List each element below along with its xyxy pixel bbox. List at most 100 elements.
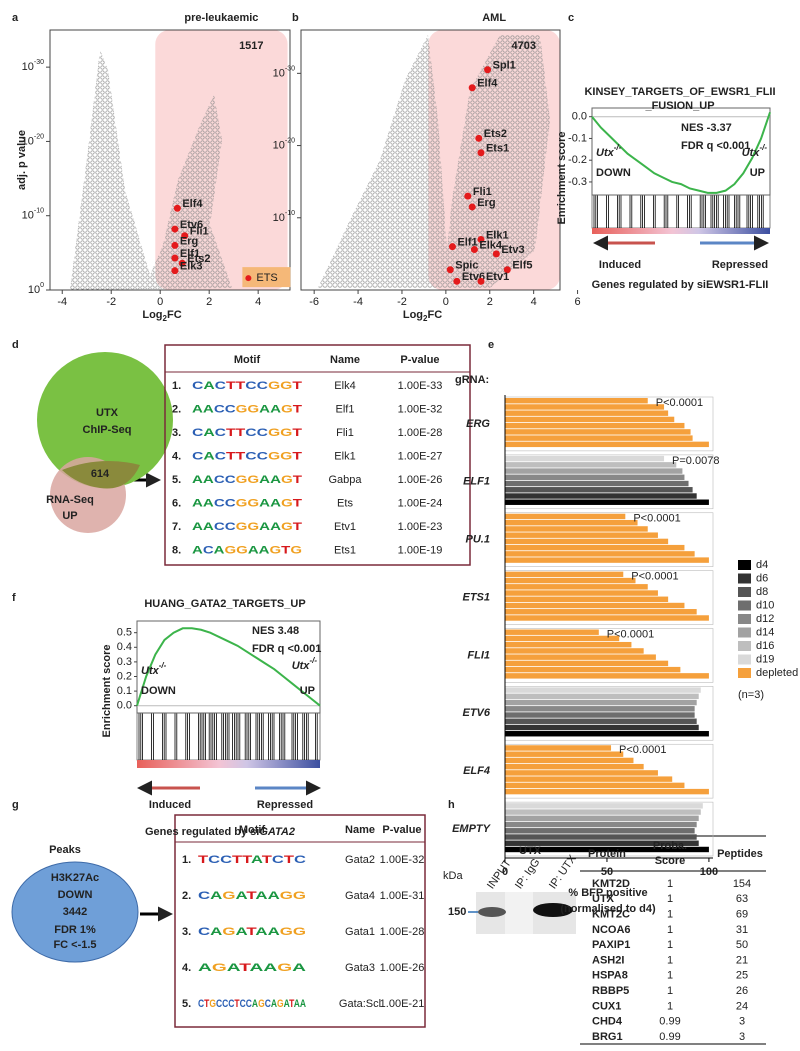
genotype-label-part: -/- <box>759 143 767 152</box>
x-axis-label-part: 2 <box>423 314 428 323</box>
p-value: 1.00E-28 <box>398 427 443 439</box>
plot-title: HUANG_GATA2_TARGETS_UP <box>144 598 305 610</box>
score: 1 <box>667 939 673 951</box>
bar <box>505 731 709 737</box>
point <box>477 235 485 243</box>
bar <box>505 782 685 789</box>
bar <box>505 577 636 584</box>
protein-name: RBBP5 <box>592 985 629 997</box>
x-tick-label: 2 <box>487 296 493 308</box>
p-value: 1.00E-27 <box>398 450 443 462</box>
bar <box>505 609 697 615</box>
enrichment-curve <box>136 627 321 707</box>
bar <box>505 654 656 660</box>
table-header: Peptides <box>717 848 763 860</box>
bar <box>505 544 685 551</box>
motif-name: Gata1 <box>345 926 375 938</box>
row-number: 6. <box>172 497 181 509</box>
bar <box>505 441 709 448</box>
bar <box>505 557 709 563</box>
peptides: 26 <box>736 985 748 997</box>
y-tick-label: 0.3 <box>117 656 132 668</box>
table-header: Protein <box>588 848 626 860</box>
point <box>171 267 179 275</box>
x-axis-label: % BFP positive <box>568 887 647 899</box>
p-value: 1.00E-33 <box>398 380 443 392</box>
bar <box>505 422 685 429</box>
table-header: P-value <box>400 354 439 366</box>
bar <box>505 745 612 751</box>
x-axis-label: (normalised to d4) <box>560 903 656 915</box>
genotype-label-part: -/- <box>309 656 317 665</box>
legend-label: d19 <box>756 653 774 665</box>
legend-label: depleted <box>756 667 798 679</box>
protein-name: CHD4 <box>592 1016 623 1028</box>
y-tick-label: 10-20 <box>22 133 44 147</box>
bar <box>505 788 709 795</box>
point <box>503 266 511 274</box>
y-axis-label: adj. p value <box>16 130 28 190</box>
plot-title: AML <box>482 12 506 24</box>
bar <box>505 474 685 481</box>
motif-name: Gata:Scl <box>339 998 381 1010</box>
bar <box>505 635 620 642</box>
bar <box>505 513 626 520</box>
category-label: ELF4 <box>463 765 490 777</box>
protein-name: ASH2I <box>592 954 624 966</box>
bar <box>505 641 632 648</box>
n-note: (n=3) <box>738 689 764 701</box>
x-tick-label: 50 <box>601 866 613 878</box>
row-number: 8. <box>172 544 181 556</box>
x-axis-label: Log2FC <box>142 309 181 323</box>
bar <box>505 712 695 718</box>
motif-name: Gata2 <box>345 854 375 866</box>
point <box>453 277 461 285</box>
y-axis-label: Enrichment score <box>101 645 113 738</box>
row-number: 7. <box>172 521 181 533</box>
bar <box>505 770 658 776</box>
p-annotation: P<0.0001 <box>631 571 678 583</box>
axes-frame <box>591 107 771 196</box>
y-tick-label: -0.3 <box>568 176 587 188</box>
enrichment-curve <box>591 112 771 194</box>
bar <box>505 519 638 526</box>
category-label: FLI1 <box>467 649 490 661</box>
panel-label: e <box>488 339 494 351</box>
blot <box>505 892 533 934</box>
legend-label: d4 <box>756 559 768 571</box>
x-tick-label: 4 <box>531 296 537 308</box>
bar <box>505 584 648 590</box>
legend-swatch <box>738 641 751 651</box>
genotype-label: Utx-/- <box>596 143 622 159</box>
kda-label: kDa <box>443 870 463 882</box>
y-tick-label-part: -10 <box>34 208 44 215</box>
y-tick-label-part: 10 <box>22 135 34 147</box>
genotype-label-part: Utx <box>141 665 160 677</box>
bar <box>505 840 699 846</box>
genotype-label-part: Utx <box>742 147 761 159</box>
point-label: Erg <box>180 235 198 247</box>
protein-name: KMT2D <box>592 878 630 890</box>
venn-count: 614 <box>91 468 110 480</box>
motif-logo: CTGCCCTCCAGCAGATAA <box>198 998 306 1010</box>
x-tick-label: -2 <box>397 296 407 308</box>
protein-name: CUX1 <box>592 1000 621 1012</box>
motif-name: Elk4 <box>334 380 355 392</box>
x-tick-label: 0 <box>443 296 449 308</box>
y-tick-label: 10-10 <box>273 210 295 224</box>
p-annotation: P<0.0001 <box>607 628 654 640</box>
protein-name: NCOA6 <box>592 924 631 936</box>
protein-name: UTX <box>592 893 615 905</box>
motif-name: Elk1 <box>334 450 355 462</box>
legend-swatch <box>738 627 751 638</box>
table-header: Name <box>330 354 360 366</box>
p-annotation: P<0.0001 <box>656 397 703 409</box>
bar <box>505 526 648 532</box>
point <box>492 250 500 258</box>
up-label: UP <box>300 685 315 697</box>
p-annotation: P<0.0001 <box>619 744 666 756</box>
